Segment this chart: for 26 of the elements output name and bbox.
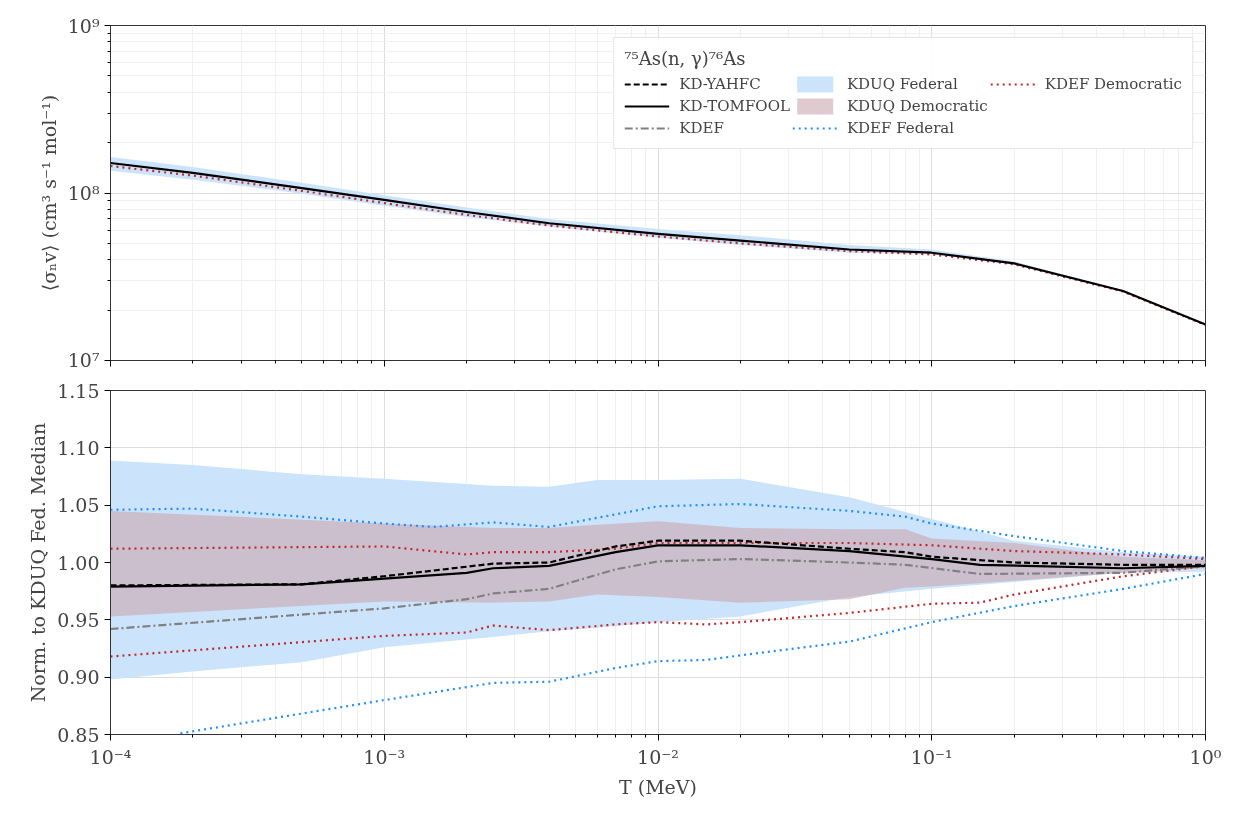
legend-label: KDEF — [679, 119, 724, 137]
y-axis-title: Norm. to KDUQ Fed. Median — [27, 422, 50, 703]
legend-label: KD-TOMFOOL — [679, 97, 790, 115]
legend-label: KDUQ Federal — [846, 75, 958, 93]
y-tick-label: 1.15 — [57, 379, 100, 402]
x-axis-title: T (MeV) — [619, 775, 697, 798]
y-tick-label: 1.05 — [57, 494, 100, 517]
x-tick-label: 10⁻¹ — [910, 745, 953, 768]
y-tick-label: 1.00 — [57, 551, 100, 574]
legend-label: KDEF Democratic — [1044, 75, 1182, 93]
y-tick-label: 0.95 — [57, 608, 100, 631]
y-tick-label: 10⁹ — [67, 14, 100, 37]
y-tick-label: 10⁷ — [67, 348, 100, 371]
x-tick-label: 10⁰ — [1189, 745, 1222, 768]
legend-label: KD-YAHFC — [679, 75, 761, 93]
legend-label: KDEF Federal — [846, 119, 955, 137]
y-axis-title: ⟨σₙv⟩ (cm³ s⁻¹ mol⁻¹) — [37, 94, 60, 292]
y-tick-label: 10⁸ — [67, 182, 100, 204]
y-tick-label: 1.10 — [57, 436, 100, 459]
y-tick-label: 0.90 — [57, 666, 100, 689]
x-tick-label: 10⁻³ — [363, 745, 406, 768]
x-tick-label: 10⁻⁴ — [89, 745, 132, 768]
legend-label: KDUQ Democratic — [846, 97, 988, 115]
legend-title: ⁷⁵As(n, γ)⁷⁶As — [624, 48, 747, 69]
x-tick-label: 10⁻² — [637, 745, 679, 768]
y-tick-label: 0.85 — [57, 723, 100, 746]
